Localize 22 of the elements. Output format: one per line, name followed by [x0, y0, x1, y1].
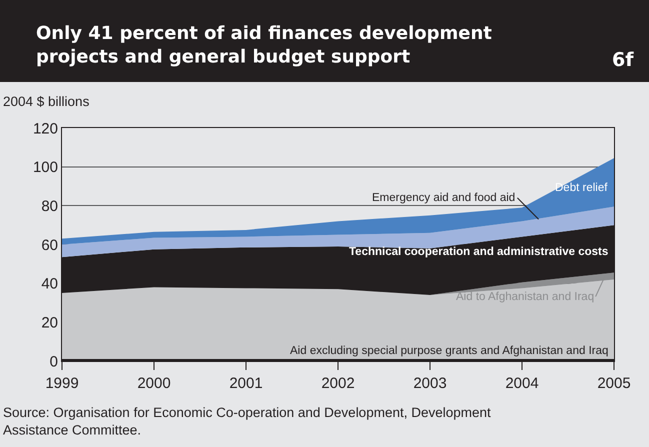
series-label: Technical cooperation and administrative costs — [349, 246, 608, 258]
y-tick-label: 100 — [32, 159, 58, 176]
source-note: Source: Organisation for Economic Co-operation and Development, Development Assistance Committee. — [3, 405, 492, 438]
y-tick-label: 60 — [41, 236, 58, 254]
x-tick-label: 2000 — [137, 375, 171, 392]
y-tick-label: 20 — [41, 314, 58, 332]
y-axis-title: 2004 $ billions — [3, 94, 90, 109]
x-tick-label: 2003 — [413, 375, 447, 392]
series-label: Aid excluding special purpose grants and Afghanistan and Iraq — [290, 345, 608, 357]
series-label: Emergency aid and food aid — [372, 192, 516, 204]
y-tick-label: 80 — [41, 198, 58, 215]
x-tick-label: 2001 — [229, 375, 263, 392]
y-tick-label: 120 — [32, 120, 58, 138]
series-label: Aid to Afghanistan and Iraq — [456, 291, 594, 303]
y-tick-label: 0 — [50, 353, 58, 370]
chart-title: Only 41 percent of aid finances development projects and general budget support — [36, 23, 492, 68]
text: 6f — [612, 49, 634, 71]
x-tick-label: 2005 — [597, 375, 631, 392]
x-tick-label: 1999 — [45, 375, 79, 392]
x-tick-label: 2002 — [321, 375, 355, 392]
y-tick-label: 40 — [41, 276, 58, 293]
x-tick-label: 2004 — [505, 375, 539, 392]
